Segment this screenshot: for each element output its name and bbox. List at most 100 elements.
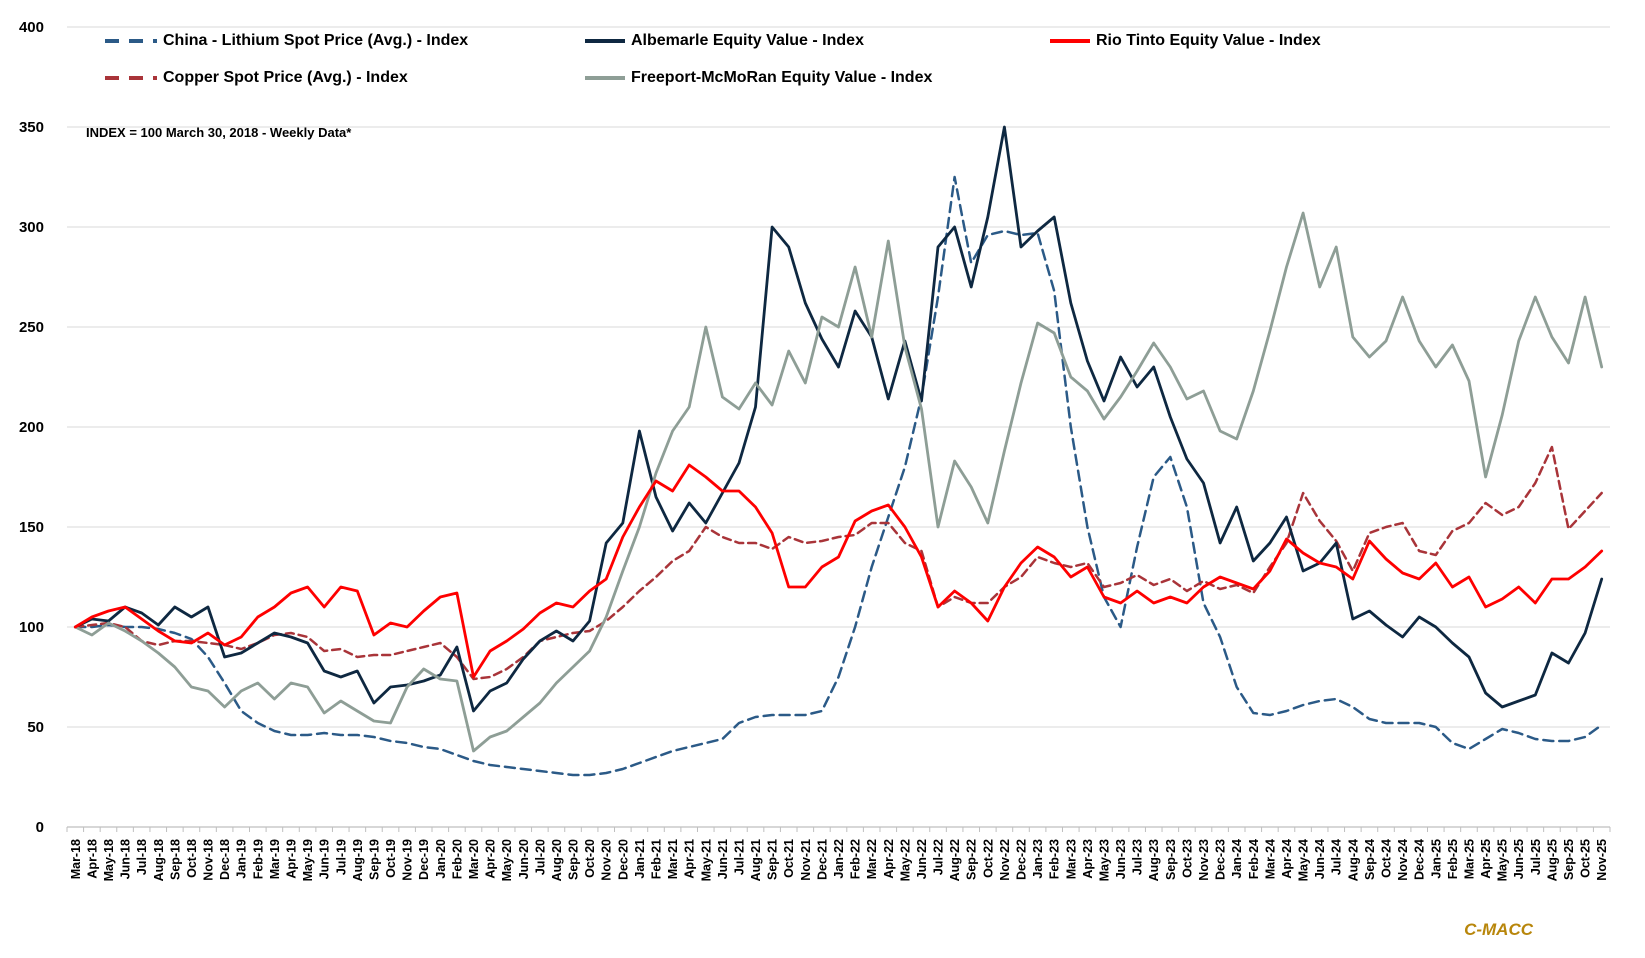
- x-tick-label: Sep-24: [1363, 839, 1377, 880]
- legend-item-albemarle: Albemarle Equity Value - Index: [585, 28, 864, 54]
- x-tick-label: Aug-20: [550, 839, 564, 881]
- x-tick-label: Dec-18: [218, 839, 232, 880]
- x-tick-label: Nov-24: [1396, 839, 1410, 881]
- x-tick-label: Dec-24: [1413, 839, 1427, 880]
- x-tick-label: Jun-23: [1114, 839, 1128, 879]
- x-tick-label: Jul-20: [533, 839, 547, 875]
- x-tick-label: Feb-24: [1247, 839, 1261, 879]
- y-tick-label: 350: [19, 119, 44, 136]
- x-tick-label: Dec-19: [417, 839, 431, 880]
- x-tick-label: Oct-23: [1180, 839, 1194, 878]
- x-tick-label: Oct-18: [185, 839, 199, 878]
- x-tick-label: Jul-19: [334, 839, 348, 875]
- x-tick-label: Mar-24: [1263, 839, 1277, 879]
- x-tick-label: Apr-24: [1280, 839, 1294, 879]
- x-tick-label: Mar-23: [1064, 839, 1078, 879]
- legend-swatch-copper: [105, 76, 157, 80]
- x-tick-label: Sep-20: [567, 839, 581, 880]
- x-tick-label: Oct-25: [1579, 839, 1593, 878]
- series-line-albemarle: [73, 125, 1604, 713]
- legend-item-lithium: China - Lithium Spot Price (Avg.) - Inde…: [105, 28, 468, 54]
- x-tick-label: Aug-21: [749, 839, 763, 881]
- x-tick-label: Oct-19: [384, 839, 398, 878]
- x-tick-label: Oct-24: [1380, 839, 1394, 878]
- x-tick-label: Jun-18: [119, 839, 133, 879]
- legend-row-1: China - Lithium Spot Price (Avg.) - Inde…: [0, 28, 1645, 54]
- x-tick-label: Jul-18: [135, 839, 149, 875]
- x-tick-label: Feb-19: [251, 839, 265, 879]
- legend-label-lithium: China - Lithium Spot Price (Avg.) - Inde…: [163, 32, 469, 49]
- x-tick-label: May-23: [1097, 839, 1111, 881]
- series-line-rio_tinto: [73, 463, 1604, 679]
- x-tick-label: Nov-23: [1197, 839, 1211, 881]
- x-tick-label: Nov-19: [401, 839, 415, 881]
- x-tick-label: Jul-25: [1529, 839, 1543, 875]
- legend-swatch-rio_tinto: [1050, 39, 1090, 43]
- y-tick-label: 400: [19, 19, 44, 36]
- x-tick-label: Jan-25: [1429, 839, 1443, 879]
- x-tick-label: Aug-19: [351, 839, 365, 881]
- x-tick-label: Dec-23: [1214, 839, 1228, 880]
- y-tick-label: 300: [19, 219, 44, 236]
- x-tick-label: Apr-23: [1081, 839, 1095, 879]
- x-tick-label: Jan-24: [1230, 839, 1244, 879]
- index-note: INDEX = 100 March 30, 2018 - Weekly Data…: [86, 125, 352, 140]
- x-tick-label: Apr-25: [1479, 839, 1493, 879]
- y-tick-label: 250: [19, 319, 44, 336]
- x-tick-label: May-22: [898, 839, 912, 881]
- legend-label-freeport: Freeport-McMoRan Equity Value - Index: [631, 69, 933, 86]
- x-tick-label: Aug-22: [948, 839, 962, 881]
- watermark-cmacc: C-MACC: [1464, 920, 1533, 939]
- x-tick-label: Sep-23: [1164, 839, 1178, 880]
- x-tick-label: Feb-25: [1446, 839, 1460, 879]
- x-tick-label: Apr-20: [484, 839, 498, 879]
- x-tick-label: Feb-21: [649, 839, 663, 879]
- x-tick-label: May-19: [301, 839, 315, 881]
- legend-row-2: Copper Spot Price (Avg.) - Index Freeport…: [0, 65, 1645, 91]
- x-tick-label: Mar-18: [69, 839, 83, 879]
- x-tick-label: Jun-25: [1512, 839, 1526, 879]
- x-tick-label: Jun-21: [716, 839, 730, 879]
- x-tick-label: Mar-20: [467, 839, 481, 879]
- legend-swatch-freeport: [585, 76, 625, 80]
- legend-swatch-albemarle: [585, 39, 625, 43]
- x-tick-label: Nov-21: [799, 839, 813, 881]
- legend-swatch-lithium: [105, 39, 157, 43]
- legend-item-freeport: Freeport-McMoRan Equity Value - Index: [585, 65, 932, 91]
- x-tick-label: Aug-23: [1147, 839, 1161, 881]
- x-tick-label: Jun-19: [318, 839, 332, 879]
- x-tick-label: Apr-21: [683, 839, 697, 879]
- x-tick-label: Apr-22: [882, 839, 896, 879]
- x-tick-label: May-21: [699, 839, 713, 881]
- legend-item-copper: Copper Spot Price (Avg.) - Index: [105, 65, 408, 91]
- x-tick-label: Dec-20: [616, 839, 630, 880]
- legend-item-rio_tinto: Rio Tinto Equity Value - Index: [1050, 28, 1321, 54]
- legend-label-albemarle: Albemarle Equity Value - Index: [631, 32, 864, 49]
- y-tick-label: 150: [19, 519, 44, 536]
- x-tick-label: Jan-20: [434, 839, 448, 879]
- y-tick-label: 100: [19, 619, 44, 636]
- x-tick-label: Jul-21: [732, 839, 746, 875]
- x-tick-label: May-24: [1297, 839, 1311, 881]
- x-tick-label: Mar-21: [666, 839, 680, 879]
- y-tick-label: 200: [19, 419, 44, 436]
- x-tick-label: Feb-23: [1048, 839, 1062, 879]
- x-tick-label: Aug-25: [1545, 839, 1559, 881]
- x-tick-label: May-25: [1496, 839, 1510, 881]
- legend-label-copper: Copper Spot Price (Avg.) - Index: [163, 69, 408, 86]
- x-tick-label: Feb-22: [849, 839, 863, 879]
- x-tick-label: Jul-24: [1330, 839, 1344, 875]
- x-tick-label: Sep-22: [965, 839, 979, 880]
- series-line-lithium: [74, 175, 1603, 777]
- x-tick-label: Jan-21: [633, 839, 647, 879]
- x-tick-label: Feb-20: [450, 839, 464, 879]
- x-tick-label: Mar-19: [268, 839, 282, 879]
- x-tick-label: Jul-23: [1131, 839, 1145, 875]
- x-tick-label: Nov-20: [600, 839, 614, 881]
- x-tick-label: Jun-20: [517, 839, 531, 879]
- x-tick-label: Dec-21: [815, 839, 829, 880]
- y-tick-label: 50: [27, 719, 44, 736]
- x-tick-label: May-20: [500, 839, 514, 881]
